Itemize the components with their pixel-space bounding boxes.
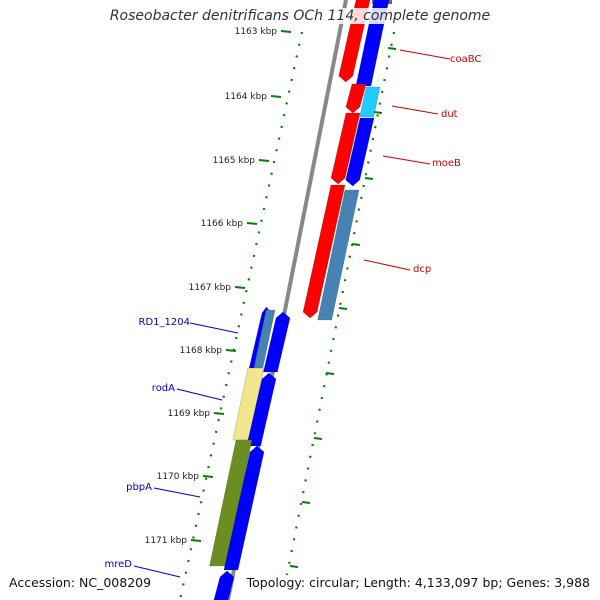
- gene-label: mreD: [105, 559, 133, 570]
- dut-cyan-feature: [359, 86, 381, 118]
- kbp-tick-label: 1167 kbp: [189, 283, 232, 293]
- gene-leader-line: [391, 105, 439, 115]
- gene-leader-line: [399, 49, 451, 60]
- dotted-guide-lines: [178, 31, 396, 600]
- kbp-tick-label: 1163 kbp: [235, 27, 278, 37]
- gene-label: rodA: [152, 383, 175, 394]
- kbp-tick-mark: [190, 539, 202, 542]
- dcp-red-feature: [302, 184, 346, 319]
- gene-leader-line: [133, 565, 181, 578]
- kbp-tick-mark: [213, 412, 225, 415]
- outer-tick-mark: [313, 437, 323, 440]
- genome-summary-text: Topology: circular; Length: 4,133,097 bp…: [246, 575, 590, 590]
- gene-labels: coaBC dut moeB dcp RD1_1204 rodA pbpA mreD: [105, 49, 481, 578]
- right-strand-blue-1: [263, 311, 291, 373]
- gene-label: dcp: [413, 264, 431, 275]
- outer-tick-mark: [364, 177, 374, 180]
- kbp-tick-mark: [234, 286, 246, 289]
- map-title: Roseobacter denitrificans OCh 114, compl…: [0, 8, 600, 24]
- outer-tick-mark: [289, 565, 299, 568]
- kbp-tick-label: 1164 kbp: [225, 92, 268, 102]
- gene-label: dut: [441, 109, 458, 120]
- outer-tick-mark: [325, 372, 335, 375]
- dut-red-feature: [345, 83, 367, 114]
- gene-leader-line: [363, 259, 411, 271]
- gene-label: moeB: [432, 158, 461, 169]
- outer-tick-mark: [373, 111, 383, 114]
- gene-label: pbpA: [126, 482, 152, 493]
- outer-tick-mark: [351, 243, 361, 246]
- inner-dotted-line: [178, 31, 304, 600]
- gene-leader-line: [382, 155, 431, 165]
- mreD-blue-feature: [213, 570, 235, 600]
- gene-leader-line: [189, 322, 239, 334]
- gene-leader-line: [153, 487, 201, 498]
- outer-tick-mark: [301, 501, 311, 504]
- gene-label: RD1_1204: [139, 317, 190, 328]
- right-strand-blue-3: [223, 445, 265, 571]
- moeB-blue-feature: [345, 117, 375, 187]
- accession-text: Accession: NC_008209: [9, 575, 152, 590]
- kbp-tick-label: 1168 kbp: [180, 346, 223, 356]
- kbp-tick-mark: [270, 95, 282, 98]
- kbp-tick-mark: [258, 159, 270, 162]
- outer-tick-mark: [387, 47, 397, 50]
- kbp-tick-mark: [280, 30, 292, 33]
- kbp-tick-mark: [202, 475, 214, 478]
- kbp-ticks: 1163 kbp 1164 kbp 1165 kbp 1166 kbp 1167 kbp…: [145, 27, 397, 568]
- outer-tick-mark: [338, 307, 348, 310]
- kbp-tick-label: 1171 kbp: [145, 536, 188, 546]
- right-strand-blue-2: [246, 372, 277, 447]
- outer-dotted-line: [284, 31, 396, 581]
- kbp-tick-label: 1165 kbp: [213, 156, 256, 166]
- kbp-tick-label: 1166 kbp: [201, 219, 244, 229]
- kbp-tick-label: 1169 kbp: [168, 409, 211, 419]
- kbp-tick-mark: [225, 349, 237, 352]
- kbp-tick-mark: [246, 222, 258, 225]
- moeB-red-feature: [330, 112, 361, 185]
- gene-features: [209, 0, 390, 600]
- gene-leader-line: [176, 388, 223, 401]
- dcp-steelblue-feature: [317, 189, 360, 321]
- gene-label: coaBC: [450, 54, 481, 65]
- kbp-tick-label: 1170 kbp: [157, 472, 200, 482]
